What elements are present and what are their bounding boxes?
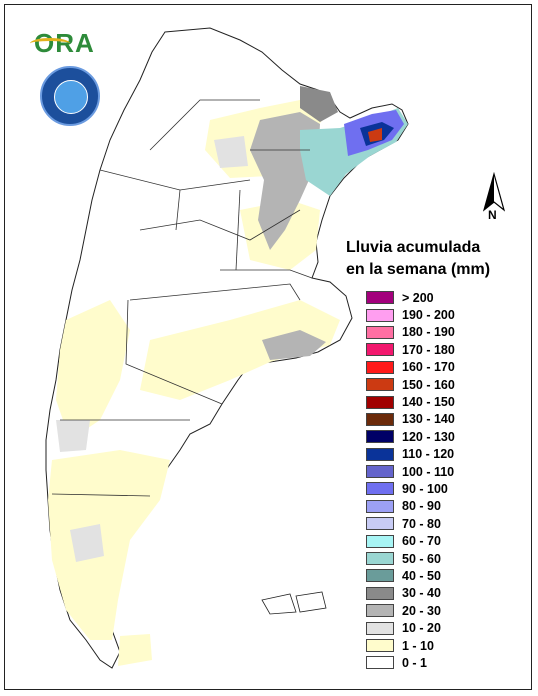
legend-item: 170 - 180: [366, 341, 455, 358]
legend-title: Lluvia acumulada en la semana (mm): [346, 237, 490, 281]
legend-label: 60 - 70: [402, 534, 441, 549]
legend-swatch: [366, 586, 394, 600]
legend-swatch: [366, 517, 394, 531]
legend-swatch: [366, 639, 394, 652]
smn-seal-icon: [40, 66, 100, 126]
legend-item: 10 - 20: [366, 619, 455, 636]
legend-label: 10 - 20: [402, 621, 441, 636]
legend-item: 180 - 190: [366, 324, 455, 341]
legend-swatch: [366, 656, 394, 670]
legend-label: 140 - 150: [402, 395, 455, 410]
legend-label: 0 - 1: [402, 655, 428, 670]
legend-swatch: [366, 482, 394, 496]
legend-label: 120 - 130: [402, 429, 455, 444]
malvinas-islands: [261, 591, 327, 615]
legend-label: 130 - 140: [402, 412, 455, 427]
legend-item: 30 - 40: [366, 585, 455, 602]
legend-swatch: [366, 395, 394, 409]
province-borders: [51, 99, 313, 497]
legend-item: 160 - 170: [366, 359, 455, 376]
legend-item: 70 - 80: [366, 515, 455, 532]
legend-title-line2: en la semana (mm): [346, 261, 491, 278]
legend-label: 40 - 50: [402, 568, 441, 583]
legend-item: 1 - 10: [366, 637, 455, 654]
legend-label: 160 - 170: [402, 360, 455, 375]
legend-item: 150 - 160: [366, 376, 455, 393]
legend-swatch: [366, 621, 394, 635]
legend-label: 30 - 40: [402, 586, 441, 601]
legend-item: 50 - 60: [366, 550, 455, 567]
legend-swatch: [366, 308, 394, 322]
legend-label: 150 - 160: [402, 377, 455, 392]
legend-swatch: [366, 430, 394, 444]
legend-label: 50 - 60: [402, 551, 441, 566]
ora-logo: ORA: [30, 28, 95, 59]
legend-item: > 200: [366, 289, 455, 306]
legend-label: 80 - 90: [402, 499, 441, 514]
legend-swatch: [366, 291, 394, 305]
legend-label: 70 - 80: [402, 516, 441, 531]
legend-item: 40 - 50: [366, 567, 455, 584]
legend-label: > 200: [402, 290, 434, 305]
legend-swatch: [366, 447, 394, 461]
north-arrow-icon: [482, 172, 506, 212]
legend-item: 140 - 150: [366, 393, 455, 410]
legend-swatch: [366, 360, 394, 374]
legend-swatch: [366, 325, 394, 339]
legend-label: 1 - 10: [402, 638, 434, 653]
legend-swatch: [366, 534, 394, 548]
legend-label: 190 - 200: [402, 308, 455, 323]
legend-swatch: [366, 343, 394, 357]
legend-title-line1: Lluvia acumulada: [346, 239, 481, 256]
legend-item: 0 - 1: [366, 654, 455, 671]
legend-list: > 200 190 - 200 180 - 190 170 - 180 160 - 17…: [366, 289, 455, 672]
legend-label: 180 - 190: [402, 325, 455, 340]
legend-label: 20 - 30: [402, 603, 441, 618]
legend-swatch: [366, 604, 394, 618]
legend-label: 90 - 100: [402, 481, 448, 496]
legend-swatch: [366, 465, 394, 479]
rain-zone-1-10: [48, 90, 340, 666]
legend-label: 100 - 110: [402, 464, 455, 479]
legend-swatch: [366, 378, 394, 392]
legend-item: 80 - 90: [366, 498, 455, 515]
legend-swatch: [366, 499, 394, 513]
legend-swatch: [366, 569, 394, 583]
legend-item: 90 - 100: [366, 480, 455, 497]
legend-item: 20 - 30: [366, 602, 455, 619]
legend-item: 110 - 120: [366, 446, 455, 463]
legend-item: 130 - 140: [366, 411, 455, 428]
legend-item: 100 - 110: [366, 463, 455, 480]
legend-label: 110 - 120: [402, 447, 455, 462]
legend-item: 190 - 200: [366, 306, 455, 323]
legend-item: 60 - 70: [366, 532, 455, 549]
legend-item: 120 - 130: [366, 428, 455, 445]
legend-label: 170 - 180: [402, 342, 455, 357]
legend-swatch: [366, 412, 394, 426]
north-label: N: [488, 208, 497, 222]
legend-swatch: [366, 552, 394, 566]
rain-zone-northeast: [300, 108, 408, 196]
map-frame: [4, 4, 532, 690]
